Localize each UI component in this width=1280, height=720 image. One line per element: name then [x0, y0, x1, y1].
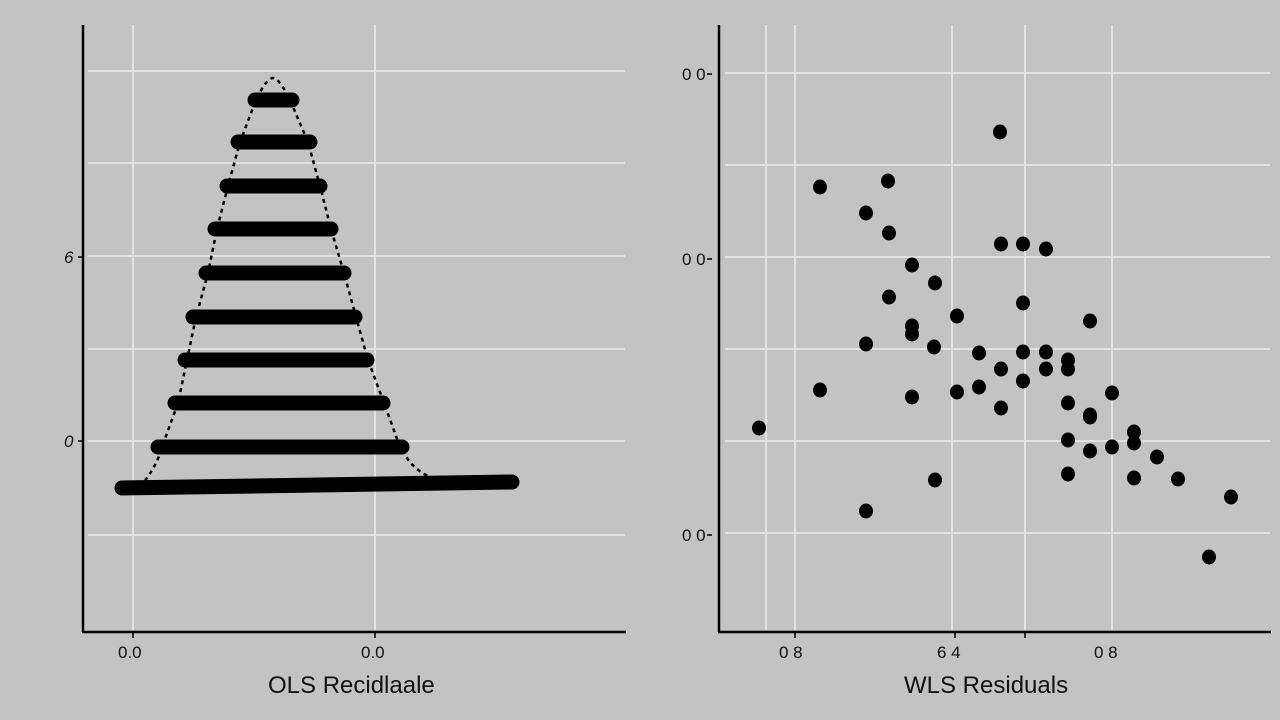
scatter-point — [927, 339, 941, 355]
scatter-point — [905, 326, 919, 342]
scatter-point — [1016, 344, 1030, 360]
right-gridlines — [725, 25, 1270, 630]
right-y-tick-1: 0 0 — [682, 65, 706, 84]
scatter-point — [928, 472, 942, 488]
scatter-point — [994, 400, 1008, 416]
scatter-point — [1202, 549, 1216, 565]
left-x-tick-1: 0.0 — [118, 643, 142, 662]
scatter-point — [1083, 443, 1097, 459]
right-y-tick-3: 0 0 — [682, 526, 706, 545]
right-y-tick-2: 0 0 — [682, 250, 706, 269]
scatter-point — [881, 173, 895, 189]
wls-scatter-points — [752, 124, 1238, 565]
scatter-point — [1061, 432, 1075, 448]
scatter-point — [972, 345, 986, 361]
scatter-point — [972, 379, 986, 395]
scatter-point — [928, 275, 942, 291]
scatter-point — [1061, 395, 1075, 411]
scatter-point — [1039, 361, 1053, 377]
left-x-tick-2: 0.0 — [361, 643, 385, 662]
scatter-point — [1016, 373, 1030, 389]
scatter-point — [882, 289, 896, 305]
left-y-tick-6: 6 — [64, 248, 74, 267]
right-x-axis-title: WLS Residuals — [904, 672, 1068, 699]
scatter-point — [813, 382, 827, 398]
scatter-point — [1061, 361, 1075, 377]
scatter-point — [1016, 295, 1030, 311]
right-panel-wls: 0 0 0 0 0 0 0 8 6 4 0 8 WLS Residuals — [682, 25, 1271, 699]
scatter-point — [1127, 435, 1141, 451]
scatter-point — [994, 236, 1008, 252]
scatter-point — [882, 225, 896, 241]
right-x-tick-2: 6 4 — [937, 643, 961, 662]
scatter-point — [1105, 385, 1119, 401]
scatter-point — [950, 384, 964, 400]
right-x-tick-3: 0 8 — [1094, 643, 1118, 662]
scatter-point — [1039, 241, 1053, 257]
left-gridlines — [88, 25, 625, 630]
scatter-point — [813, 179, 827, 195]
scatter-point — [1105, 439, 1119, 455]
right-x-tick-1: 0 8 — [779, 643, 803, 662]
scatter-point — [1061, 466, 1075, 482]
scatter-point — [1083, 313, 1097, 329]
ols-bars — [114, 92, 520, 496]
scatter-point — [1171, 471, 1185, 487]
scatter-point — [1127, 470, 1141, 486]
scatter-point — [1150, 449, 1164, 465]
scatter-point — [752, 420, 766, 436]
ols-bar — [114, 474, 520, 496]
left-x-axis-title: OLS Recidlaale — [268, 672, 435, 699]
scatter-point — [1127, 424, 1141, 440]
scatter-point — [859, 336, 873, 352]
left-y-tick-0: 0 — [64, 432, 74, 451]
scatter-point — [1083, 409, 1097, 425]
scatter-point — [859, 503, 873, 519]
left-panel-ols: 6 0 0.0 0.0 OLS Recidlaale — [64, 25, 626, 699]
scatter-point — [905, 389, 919, 405]
scatter-point — [1016, 236, 1030, 252]
scatter-point — [859, 205, 873, 221]
scatter-point — [950, 308, 964, 324]
scatter-point — [993, 124, 1007, 140]
scatter-point — [905, 257, 919, 273]
scatter-point — [994, 361, 1008, 377]
scatter-point — [1039, 344, 1053, 360]
scatter-point — [1224, 489, 1238, 505]
